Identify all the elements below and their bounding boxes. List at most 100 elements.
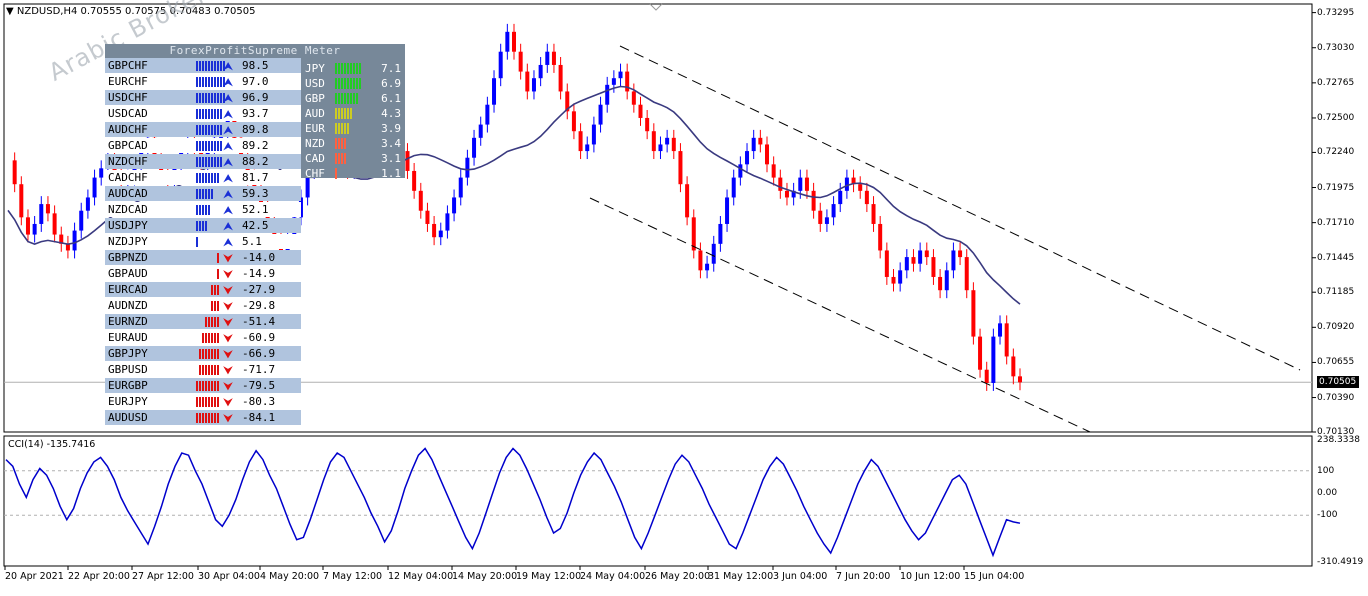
candle-body: [778, 177, 783, 191]
price-tick-label: 0.73030: [1317, 42, 1355, 53]
arrow-up-icon: ⮝: [223, 187, 234, 201]
meter-pair-row: EURGBP ⮟ -79.5: [105, 378, 301, 393]
candle-body: [478, 124, 483, 138]
cci-line: [5, 447, 1021, 558]
candle-body: [931, 257, 936, 277]
price-tick-label: 0.70390: [1317, 392, 1355, 403]
pair-name: USDCHF: [108, 91, 148, 104]
candle-body: [951, 250, 956, 271]
meter-pair-row: AUDNZD ⮟ -29.8: [105, 298, 301, 313]
time-tick-label: 20 Apr 2021: [5, 571, 64, 582]
arrow-up-icon: ⮝: [223, 91, 234, 105]
pair-value: 59.3: [242, 187, 269, 200]
cci-panel-frame: [3, 435, 1313, 567]
current-price-label: 0.70505: [1317, 376, 1359, 389]
candle-body: [39, 204, 44, 224]
meter-pair-row: USDCAD ⮝ 93.7: [105, 106, 301, 121]
currency-value: 3.1: [381, 152, 401, 165]
candle-body: [1004, 323, 1009, 357]
pair-value: 98.5: [242, 59, 269, 72]
pair-name: NZDJPY: [108, 235, 148, 248]
pair-value: 89.2: [242, 139, 269, 152]
candle-body: [85, 197, 90, 211]
candle-body: [538, 64, 543, 79]
candle-body: [718, 223, 723, 244]
candle-body: [784, 190, 789, 198]
candle-body: [691, 217, 696, 251]
candle-body: [32, 223, 37, 235]
candle-body: [611, 78, 616, 85]
currency-row: CHF 1.1: [305, 166, 403, 181]
meter-pair-row: EURCHF ⮝ 97.0: [105, 74, 301, 89]
currency-row: AUD 4.3: [305, 106, 403, 121]
currency-name: GBP: [305, 92, 325, 105]
candle-body: [685, 184, 690, 218]
meter-pair-row: CADCHF ⮝ 81.7: [105, 170, 301, 185]
arrow-up-icon: ⮝: [223, 123, 234, 137]
pair-name: AUDNZD: [108, 299, 148, 312]
pair-value: 52.1: [242, 203, 269, 216]
pair-name: AUDCAD: [108, 187, 148, 200]
candle-body: [884, 250, 889, 277]
candle-body: [438, 230, 443, 238]
meter-pair-row: USDJPY ⮝ 42.5: [105, 218, 301, 233]
candle-body: [518, 51, 523, 72]
price-tick-label: 0.70655: [1317, 357, 1355, 368]
candle-body: [705, 263, 710, 271]
candle-body: [725, 197, 730, 224]
candle-body: [911, 257, 916, 264]
candle-body: [838, 190, 843, 205]
arrow-up-icon: ⮝: [223, 107, 234, 121]
price-tick-label: 0.71975: [1317, 182, 1355, 193]
candle-body: [545, 51, 550, 65]
candle-body: [19, 184, 24, 218]
candle-body: [871, 204, 876, 224]
time-tick-label: 10 Jun 12:00: [900, 571, 961, 582]
candle-body: [12, 160, 17, 185]
symbol-title: ▼ NZDUSD,H4 0.70555 0.70575 0.70483 0.70…: [6, 6, 256, 17]
pair-value: 93.7: [242, 107, 269, 120]
pair-name: EURAUD: [108, 331, 148, 344]
cci-tick-label: -310.4919: [1317, 557, 1364, 567]
pair-value: -27.9: [242, 283, 276, 296]
pair-value: 5.1: [242, 235, 262, 248]
meter-pair-row: GBPCAD ⮝ 89.2: [105, 138, 301, 153]
time-tick-label: 31 May 12:00: [708, 571, 774, 582]
candle-body: [625, 71, 630, 92]
price-panel-frame: [3, 3, 1313, 433]
candle-body: [818, 210, 823, 224]
pair-name: AUDUSD: [108, 411, 148, 424]
pair-value: -60.9: [242, 331, 276, 344]
cci-tick-label: 0.00: [1317, 487, 1338, 498]
meter-pair-row: GBPNZD ⮟ -14.0: [105, 250, 301, 265]
meter-pair-row: EURNZD ⮟ -51.4: [105, 314, 301, 329]
meter-pair-row: AUDCHF ⮝ 89.8: [105, 122, 301, 137]
channel-upper-line: [619, 45, 1301, 371]
candle-body: [751, 137, 756, 152]
arrow-down-icon: ⮟: [223, 315, 234, 329]
pair-value: -14.0: [242, 251, 276, 264]
cci-label: CCI(14) -135.7416: [8, 439, 96, 450]
candle-body: [898, 270, 903, 284]
candle-body: [698, 250, 703, 271]
pair-name: GBPJPY: [108, 347, 148, 360]
currency-value: 3.9: [381, 122, 401, 135]
candle-body: [598, 104, 603, 125]
candle-body: [578, 131, 583, 152]
candle-body: [79, 210, 84, 231]
pair-value: -14.9: [242, 267, 276, 280]
candle-body: [531, 78, 536, 92]
arrow-down-icon: ⮟: [223, 283, 234, 297]
candle-body: [631, 91, 636, 105]
arrow-up-icon: ⮝: [223, 139, 234, 153]
arrow-down-icon: ⮟: [223, 347, 234, 361]
candle-body: [824, 217, 829, 224]
arrow-up-icon: ⮝: [223, 155, 234, 169]
candle-body: [998, 323, 1003, 337]
meter-pair-row: NZDCHF ⮝ 88.2: [105, 154, 301, 169]
candle-body: [864, 190, 869, 205]
currency-name: NZD: [305, 137, 325, 150]
candle-body: [1018, 376, 1022, 383]
candle-body: [944, 270, 949, 291]
time-tick-label: 14 May 20:00: [452, 571, 518, 582]
